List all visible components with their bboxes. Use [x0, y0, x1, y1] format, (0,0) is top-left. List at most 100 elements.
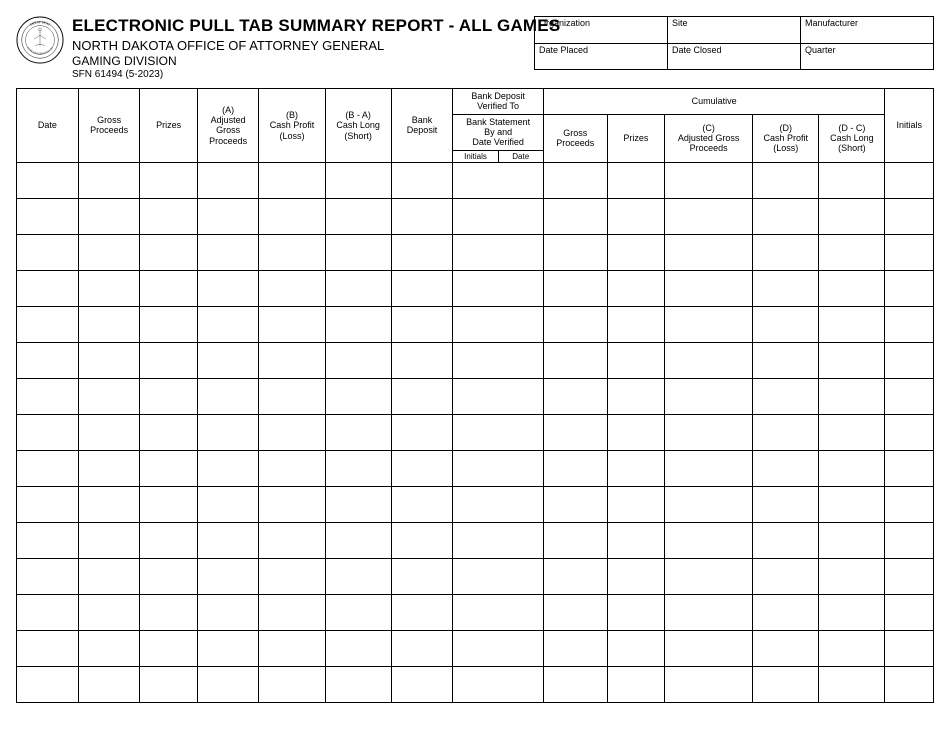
table-cell[interactable] — [391, 594, 453, 630]
table-cell[interactable] — [819, 522, 885, 558]
table-cell[interactable] — [453, 414, 543, 450]
table-cell[interactable] — [140, 198, 197, 234]
table-cell[interactable] — [259, 450, 325, 486]
table-cell[interactable] — [391, 630, 453, 666]
table-cell[interactable] — [17, 414, 79, 450]
table-cell[interactable] — [78, 666, 140, 702]
table-cell[interactable] — [325, 558, 391, 594]
table-cell[interactable] — [197, 306, 259, 342]
table-cell[interactable] — [665, 630, 753, 666]
table-cell[interactable] — [885, 162, 934, 198]
table-cell[interactable] — [753, 162, 819, 198]
table-cell[interactable] — [665, 306, 753, 342]
table-cell[interactable] — [665, 594, 753, 630]
table-cell[interactable] — [78, 558, 140, 594]
table-cell[interactable] — [197, 342, 259, 378]
table-cell[interactable] — [885, 558, 934, 594]
table-cell[interactable] — [753, 450, 819, 486]
table-cell[interactable] — [17, 198, 79, 234]
table-cell[interactable] — [607, 630, 664, 666]
table-cell[interactable] — [607, 342, 664, 378]
table-cell[interactable] — [17, 306, 79, 342]
table-cell[interactable] — [453, 558, 543, 594]
table-cell[interactable] — [78, 198, 140, 234]
table-cell[interactable] — [391, 486, 453, 522]
table-cell[interactable] — [607, 198, 664, 234]
table-cell[interactable] — [259, 414, 325, 450]
meta-date-closed[interactable]: Date Closed — [668, 44, 801, 69]
table-cell[interactable] — [543, 162, 607, 198]
table-cell[interactable] — [607, 594, 664, 630]
table-cell[interactable] — [819, 306, 885, 342]
table-cell[interactable] — [453, 522, 543, 558]
table-cell[interactable] — [753, 378, 819, 414]
table-cell[interactable] — [453, 594, 543, 630]
table-cell[interactable] — [753, 198, 819, 234]
table-cell[interactable] — [140, 450, 197, 486]
table-cell[interactable] — [259, 234, 325, 270]
table-cell[interactable] — [259, 486, 325, 522]
table-cell[interactable] — [665, 558, 753, 594]
table-cell[interactable] — [753, 306, 819, 342]
table-cell[interactable] — [197, 198, 259, 234]
table-cell[interactable] — [197, 486, 259, 522]
table-cell[interactable] — [607, 486, 664, 522]
table-cell[interactable] — [140, 594, 197, 630]
table-cell[interactable] — [140, 234, 197, 270]
table-cell[interactable] — [885, 522, 934, 558]
table-cell[interactable] — [325, 342, 391, 378]
table-cell[interactable] — [391, 198, 453, 234]
table-cell[interactable] — [259, 558, 325, 594]
table-cell[interactable] — [197, 594, 259, 630]
table-cell[interactable] — [753, 414, 819, 450]
meta-organization[interactable]: Organization — [535, 17, 668, 43]
table-cell[interactable] — [753, 594, 819, 630]
table-cell[interactable] — [78, 594, 140, 630]
table-cell[interactable] — [197, 270, 259, 306]
table-cell[interactable] — [607, 306, 664, 342]
table-cell[interactable] — [140, 666, 197, 702]
table-cell[interactable] — [78, 162, 140, 198]
table-cell[interactable] — [17, 630, 79, 666]
table-cell[interactable] — [140, 342, 197, 378]
table-cell[interactable] — [259, 630, 325, 666]
table-cell[interactable] — [140, 414, 197, 450]
table-cell[interactable] — [197, 378, 259, 414]
table-cell[interactable] — [78, 630, 140, 666]
table-cell[interactable] — [819, 414, 885, 450]
table-cell[interactable] — [453, 234, 543, 270]
table-cell[interactable] — [325, 234, 391, 270]
table-cell[interactable] — [885, 414, 934, 450]
table-cell[interactable] — [453, 486, 543, 522]
table-cell[interactable] — [17, 486, 79, 522]
table-cell[interactable] — [140, 558, 197, 594]
table-cell[interactable] — [819, 594, 885, 630]
table-cell[interactable] — [543, 666, 607, 702]
table-cell[interactable] — [197, 558, 259, 594]
table-cell[interactable] — [259, 198, 325, 234]
table-cell[interactable] — [543, 342, 607, 378]
table-cell[interactable] — [607, 378, 664, 414]
table-cell[interactable] — [391, 522, 453, 558]
table-cell[interactable] — [391, 234, 453, 270]
table-cell[interactable] — [885, 594, 934, 630]
table-cell[interactable] — [665, 378, 753, 414]
table-cell[interactable] — [17, 594, 79, 630]
table-cell[interactable] — [885, 342, 934, 378]
table-cell[interactable] — [140, 306, 197, 342]
table-cell[interactable] — [665, 342, 753, 378]
table-cell[interactable] — [543, 414, 607, 450]
table-cell[interactable] — [885, 666, 934, 702]
table-cell[interactable] — [819, 378, 885, 414]
table-cell[interactable] — [885, 198, 934, 234]
table-cell[interactable] — [753, 666, 819, 702]
table-cell[interactable] — [259, 522, 325, 558]
table-cell[interactable] — [753, 486, 819, 522]
table-cell[interactable] — [17, 234, 79, 270]
table-cell[interactable] — [78, 522, 140, 558]
table-cell[interactable] — [78, 306, 140, 342]
meta-quarter[interactable]: Quarter — [801, 44, 933, 69]
table-cell[interactable] — [819, 198, 885, 234]
table-cell[interactable] — [78, 234, 140, 270]
table-cell[interactable] — [753, 558, 819, 594]
